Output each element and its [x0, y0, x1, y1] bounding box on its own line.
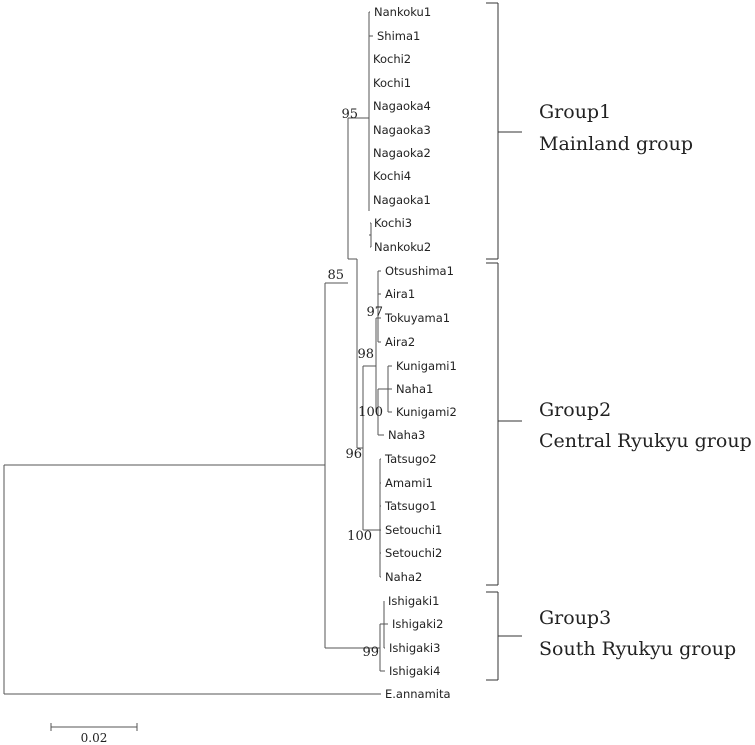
taxon-label: Naha2	[385, 570, 422, 584]
group-description: Central Ryukyu group	[539, 430, 752, 452]
group-brackets	[486, 2, 522, 681]
group-description: South Ryukyu group	[539, 638, 736, 660]
scale-bar: 0.02	[50, 723, 138, 745]
taxon-label: Kochi4	[373, 169, 411, 183]
taxon-label: Ishigaki4	[389, 664, 440, 678]
support-value: 99	[362, 645, 379, 660]
taxon-label: Ishigaki3	[389, 641, 440, 655]
taxon-label: Naha1	[396, 382, 433, 396]
taxon-label: Ishigaki1	[388, 594, 439, 608]
taxon-label: Tokuyama1	[384, 311, 450, 325]
taxon-label: Kochi1	[373, 76, 411, 90]
taxon-label: Nagaoka4	[373, 99, 431, 113]
group-name: Group1	[539, 101, 611, 123]
taxon-label: Aira2	[385, 335, 415, 349]
taxon-label: E.annamita	[385, 687, 451, 701]
taxon-label: Amami1	[385, 476, 433, 490]
support-value: 98	[357, 347, 374, 362]
taxon-label: Ishigaki2	[392, 617, 443, 631]
support-value: 100	[347, 529, 372, 544]
taxon-label: Setouchi1	[385, 523, 442, 537]
taxon-label: Nankoku1	[374, 5, 431, 19]
taxon-label: Tatsugo1	[384, 499, 437, 513]
taxon-label: Kunigami2	[396, 405, 457, 419]
taxon-label: Kochi3	[374, 216, 412, 230]
taxon-label: Naha3	[388, 428, 425, 442]
support-values: 95 85 97 98 100 96 100 99	[327, 107, 383, 660]
taxon-label: Aira1	[385, 287, 415, 301]
taxon-label: Kunigami1	[396, 359, 457, 373]
taxon-label: Nagaoka3	[373, 123, 431, 137]
taxon-label: Tatsugo2	[384, 452, 437, 466]
taxon-label: Kochi2	[373, 52, 411, 66]
taxon-label: Setouchi2	[385, 546, 442, 560]
scale-bar-label: 0.02	[81, 731, 108, 745]
taxon-label: Nagaoka1	[373, 193, 431, 207]
support-value: 96	[345, 447, 362, 462]
group-name: Group2	[539, 399, 611, 421]
taxon-labels: Nankoku1 Shima1 Kochi2 Kochi1 Nagaoka4 Nagaok…	[373, 5, 457, 701]
group-name: Group3	[539, 607, 611, 629]
taxon-label: Nagaoka2	[373, 146, 431, 160]
group-labels: Group1 Mainland group Group2 Central Ryukyu…	[539, 101, 752, 660]
taxon-label: Shima1	[377, 29, 420, 43]
support-value: 97	[366, 305, 383, 320]
support-value: 100	[358, 405, 383, 420]
support-value: 85	[327, 268, 344, 283]
taxon-label: Nankoku2	[374, 240, 431, 254]
taxon-label: Otsushima1	[385, 264, 454, 278]
group-description: Mainland group	[539, 133, 693, 155]
tree-branches	[3, 11, 392, 695]
support-value: 95	[341, 107, 358, 122]
